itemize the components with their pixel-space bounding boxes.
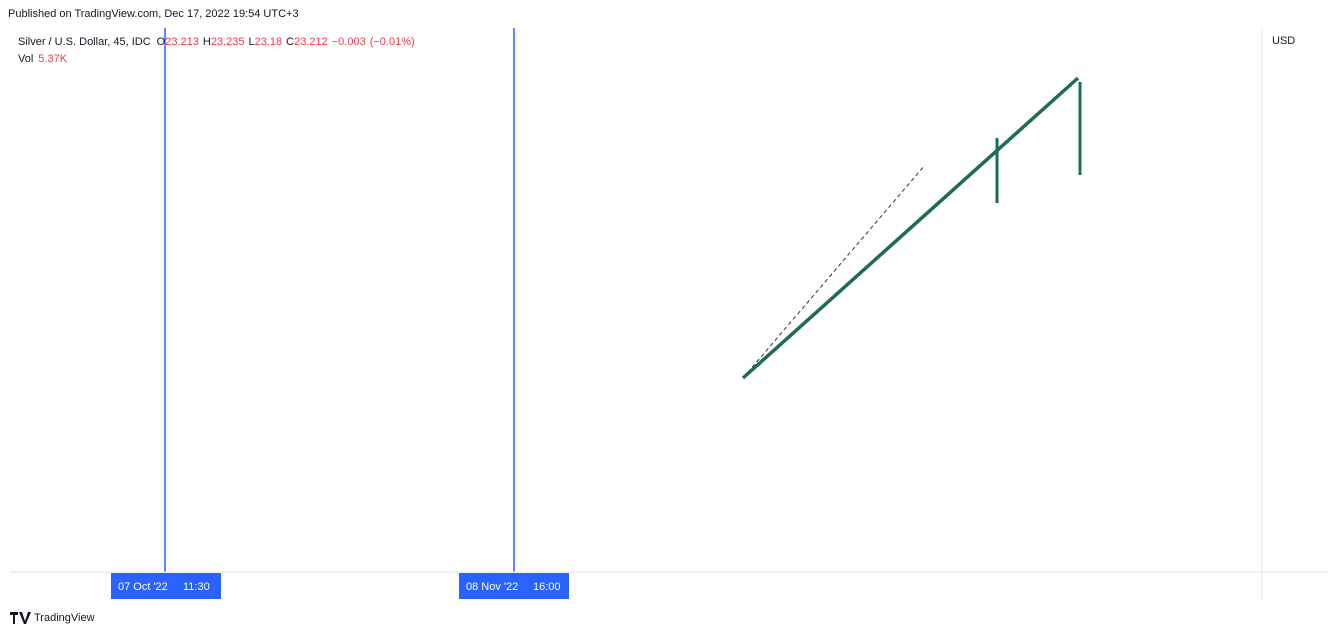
- trend-drawings: [741, 76, 1082, 380]
- ohlc-key: C: [286, 36, 294, 48]
- volume-value: 5.37K: [38, 53, 67, 65]
- symbol: Silver / U.S. Dollar, 45, IDC: [18, 36, 151, 48]
- y-unit: USD: [1272, 35, 1295, 47]
- ohlc-key: L: [248, 36, 254, 48]
- ohlc-value: 23.212: [294, 36, 328, 48]
- volume-legend: Vol 5.37K: [18, 53, 68, 65]
- change-pct: (−0.01%): [370, 36, 415, 48]
- change: −0.003: [332, 36, 366, 48]
- ohlc-key: O: [157, 36, 166, 48]
- footer-brand: TradingView: [34, 612, 95, 624]
- crosshair-badge: [459, 573, 569, 599]
- volume-key: Vol: [18, 53, 33, 65]
- logo: [10, 612, 31, 624]
- ohlc-value: 23.18: [255, 36, 283, 48]
- trend-line: [741, 76, 1080, 380]
- ohlc-value: 23.213: [165, 36, 199, 48]
- footer: TradingView: [10, 612, 95, 624]
- crosshair-time: 16:00: [533, 581, 561, 593]
- legend: Silver / U.S. Dollar, 45, IDC O23.213 H23.…: [18, 36, 415, 48]
- crosshair-badge: [111, 573, 221, 599]
- crosshair-date: 08 Nov '22: [466, 581, 518, 593]
- crosshair-time: 11:30: [183, 581, 210, 593]
- published: Published on TradingView.com, Dec 17, 20…: [8, 8, 299, 20]
- crosshair-date: 07 Oct '22: [118, 581, 168, 593]
- ohlc-value: 23.235: [211, 36, 245, 48]
- ohlc-key: H: [203, 36, 211, 48]
- dashed-trend: [742, 164, 926, 379]
